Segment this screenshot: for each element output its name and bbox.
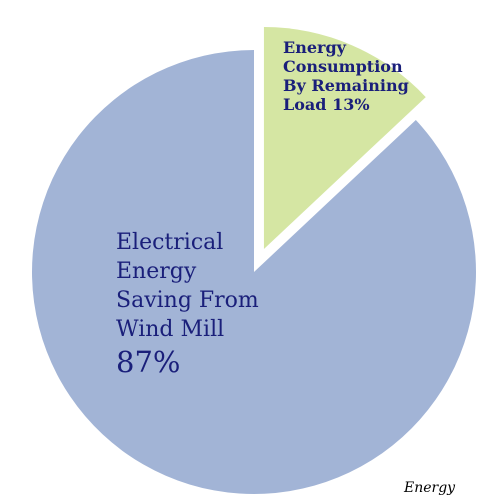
pie-slice [263,27,426,250]
figure-caption: Energy [404,480,456,496]
slice-label-wind-mill: Electrical Energy Saving From Wind Mill … [116,228,259,380]
slice-label-line: Energy [116,259,197,284]
pie-slice [31,50,476,494]
slice-percent-label: 87% [116,345,181,379]
slice-label-line: Consumption [283,57,403,76]
slice-percent-label: 13% [332,95,370,114]
slice-label-line: Load [283,95,327,114]
slice-label-line: By Remaining [283,76,409,95]
slice-label-line: Saving From [116,288,259,313]
slice-label-line: Energy [283,38,346,57]
slice-label-line: Electrical [116,230,224,255]
slice-label-remaining-load: Energy Consumption By Remaining Load 13% [283,38,409,114]
slice-label-line: Wind Mill [116,317,225,342]
